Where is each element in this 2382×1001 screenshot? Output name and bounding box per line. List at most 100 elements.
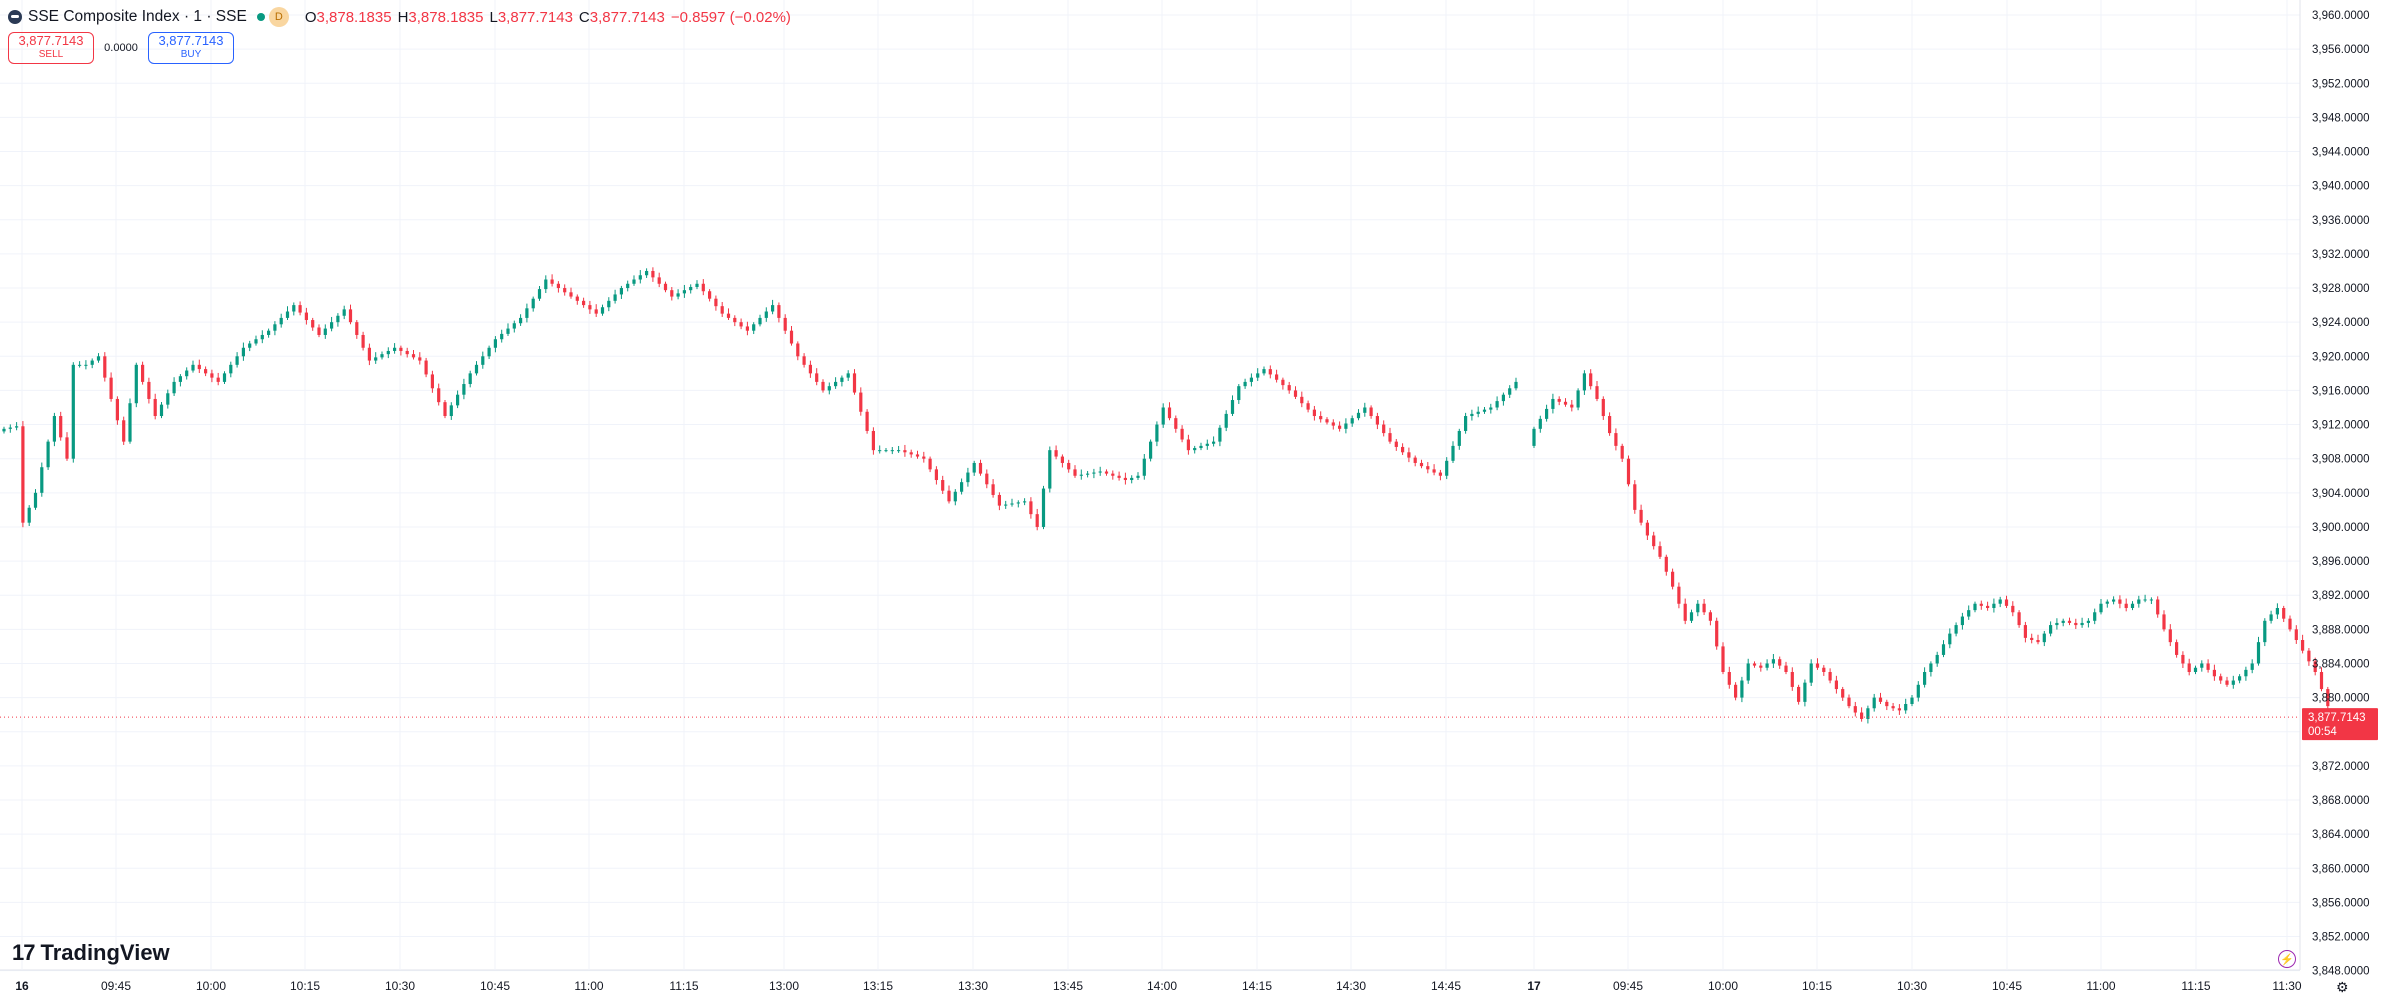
gear-icon[interactable]: ⚙ [2336, 979, 2349, 995]
candle [411, 349, 416, 360]
candle [2143, 594, 2147, 603]
candle [2099, 599, 2103, 615]
candle [405, 347, 409, 358]
candle [443, 400, 447, 419]
candle [1778, 656, 1782, 669]
candle [1866, 705, 1870, 724]
candle [1344, 418, 1348, 434]
candle [191, 360, 195, 373]
candle [487, 345, 491, 360]
candle [1992, 598, 1996, 613]
candle [1923, 667, 1927, 688]
candle [1476, 406, 1480, 418]
candle [1759, 662, 1763, 672]
candle [2168, 624, 2172, 647]
candle [531, 296, 535, 312]
candle [808, 360, 812, 378]
candle [235, 352, 239, 368]
candle [1004, 500, 1008, 509]
candle [582, 297, 586, 308]
candle [2074, 618, 2078, 629]
candle [1532, 426, 1536, 449]
candle [52, 412, 56, 447]
candle [1193, 445, 1197, 454]
time-tick-label: 10:45 [480, 979, 510, 993]
candle [2175, 639, 2179, 658]
candle [2080, 617, 2084, 628]
time-tick-label: 10:00 [1708, 979, 1738, 993]
candle [947, 485, 951, 504]
symbol-title[interactable]: SSE Composite Index · 1 · SSE [28, 8, 247, 25]
time-tick-label: 13:45 [1053, 979, 1083, 993]
candle [2238, 674, 2242, 684]
buy-price: 3,877.7143 [158, 33, 224, 48]
candle [2269, 610, 2273, 624]
candle [386, 347, 390, 359]
candle [720, 301, 724, 317]
candle [2011, 601, 2015, 617]
candle [2017, 610, 2021, 628]
candle [897, 445, 901, 453]
candle [588, 300, 592, 314]
candle [65, 432, 69, 461]
candle [909, 449, 913, 458]
candle [178, 374, 182, 387]
candle [802, 353, 806, 368]
candle [1098, 466, 1102, 476]
time-tick-label: 10:15 [290, 979, 320, 993]
candle [128, 398, 132, 444]
price-tick-label: 3,920.0000 [2312, 351, 2370, 363]
delayed-badge[interactable]: D [268, 7, 289, 27]
candle [1727, 666, 1731, 689]
lightning-icon[interactable]: ⚡ [2278, 950, 2296, 968]
candle [771, 299, 775, 315]
candle [134, 362, 138, 408]
sell-label: SELL [38, 49, 64, 60]
sell-button[interactable]: 3,877.7143 SELL [8, 32, 94, 64]
candle [1671, 568, 1675, 590]
candle [1445, 457, 1449, 480]
market-open-dot [256, 13, 265, 21]
candle [1576, 388, 1580, 411]
candle [1268, 365, 1272, 379]
candle [1249, 373, 1253, 387]
candle [8, 424, 12, 433]
candle [1407, 447, 1411, 463]
price-tick-label: 3,896.0000 [2312, 556, 2370, 568]
candle [714, 295, 718, 311]
candle [1708, 610, 1712, 626]
candle [1652, 531, 1656, 550]
candle [1538, 415, 1542, 433]
candle [1721, 642, 1725, 675]
candle [1589, 369, 1593, 390]
candle [1149, 439, 1153, 462]
time-tick-label: 11:30 [2272, 979, 2301, 993]
candle [2219, 673, 2223, 684]
buy-label: BUY [180, 49, 202, 60]
candle [1023, 498, 1027, 506]
candle [613, 289, 617, 304]
candle [1218, 425, 1222, 447]
price-tick-label: 3,956.0000 [2312, 44, 2370, 56]
candle [1998, 596, 2002, 608]
candle [619, 285, 623, 299]
candle [361, 331, 365, 351]
buy-button[interactable]: 3,877.7143 BUY [148, 32, 234, 64]
tradingview-logo-text: TradingView [40, 940, 170, 965]
candle [304, 307, 308, 325]
time-tick-label: 11:15 [669, 979, 698, 993]
candle [348, 304, 353, 325]
current-price-label: 3,877.7143 00:54 [2302, 708, 2378, 741]
candle [2118, 595, 2122, 609]
tradingview-logo[interactable]: 17 TradingView [12, 940, 170, 966]
candle [1041, 485, 1046, 530]
candle [2200, 660, 2204, 672]
candle [298, 301, 302, 316]
candle [1073, 465, 1077, 478]
candle [1809, 659, 1813, 686]
candle [27, 505, 31, 527]
candle [90, 358, 94, 369]
candle [336, 313, 340, 327]
candle [2036, 634, 2040, 645]
